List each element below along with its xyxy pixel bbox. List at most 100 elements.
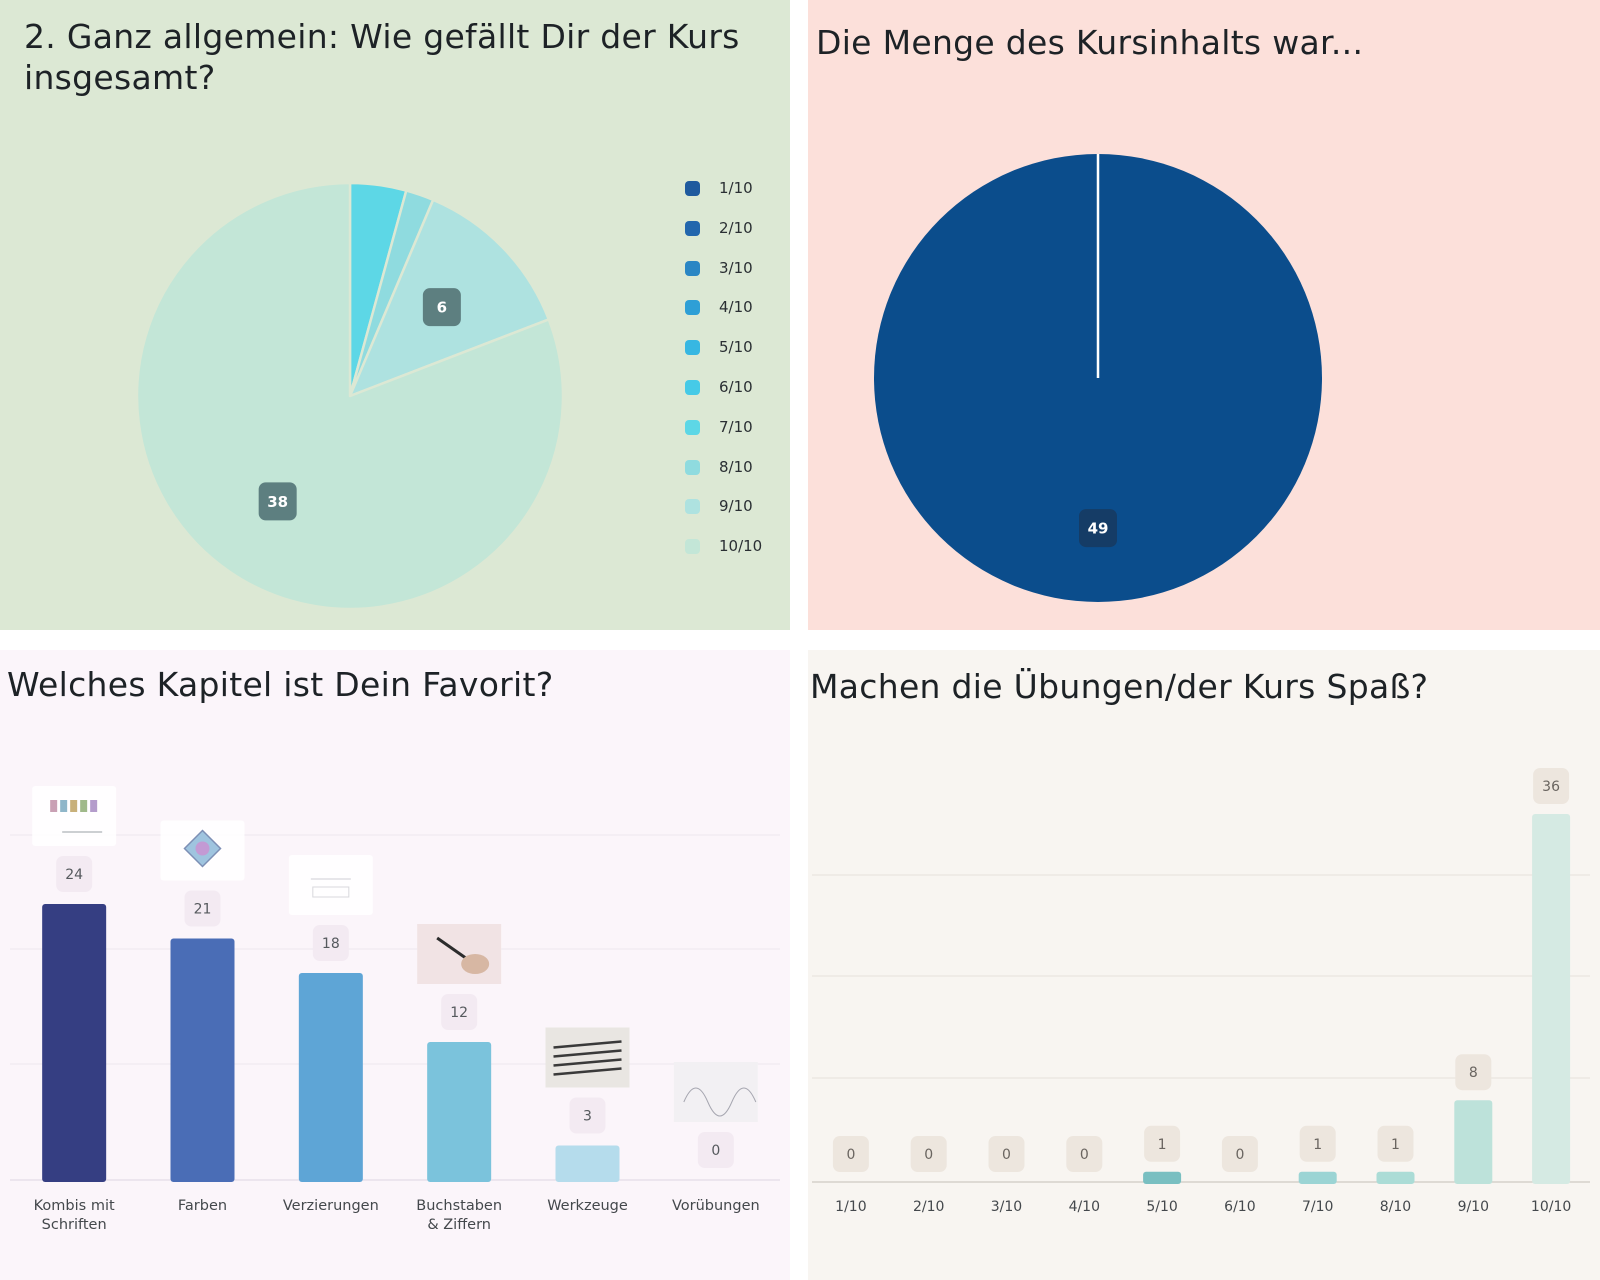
fun-rating-category-label: 5/10 bbox=[1146, 1199, 1177, 1215]
favorite-chapter-bar-chart: 24 Kombis mit Schriften 21 Farben 18 Verzierun… bbox=[10, 786, 780, 1233]
fun-rating-bar-9-10[interactable] bbox=[1454, 1100, 1493, 1184]
favorite-chapter-category-label: Vorübungen bbox=[672, 1198, 760, 1214]
svg-text:21: 21 bbox=[194, 902, 212, 918]
fun-rating-panel: Machen die Übungen/der Kurs Spaß? 0 1/10 0… bbox=[808, 650, 1600, 1280]
fun-rating-value-label: 1 bbox=[1144, 1125, 1181, 1162]
fun-rating-category-label: 9/10 bbox=[1458, 1199, 1489, 1215]
writing-hand-thumbnail bbox=[417, 924, 502, 984]
fun-rating-bar-10-10[interactable] bbox=[1532, 814, 1571, 1184]
overall-rating-legend-label: 5/10 bbox=[719, 338, 753, 357]
favorite-chapter-bar-verzierungen[interactable] bbox=[298, 973, 363, 1182]
overall-rating-legend-label: 7/10 bbox=[719, 417, 753, 436]
fun-rating-value-label: 0 bbox=[910, 1136, 947, 1172]
content-amount-title: Die Menge des Kursinhalts war... bbox=[816, 23, 1364, 62]
svg-text:49: 49 bbox=[1088, 520, 1109, 538]
swirl-exercises-thumbnail bbox=[673, 1062, 758, 1122]
pens-tools-thumbnail bbox=[545, 1027, 630, 1088]
favorite-chapter-category-label: Buchstaben & Ziffern bbox=[416, 1198, 502, 1233]
flower-ornament-thumbnail bbox=[160, 820, 245, 881]
fun-rating-bar-7-10[interactable] bbox=[1298, 1171, 1337, 1184]
overall-rating-legend-label: 6/10 bbox=[719, 378, 753, 396]
overall-rating-legend-swatch bbox=[685, 220, 700, 236]
fun-rating-title: Machen die Übungen/der Kurs Spaß? bbox=[810, 667, 1429, 706]
svg-text:0: 0 bbox=[1002, 1147, 1011, 1163]
overall-rating-legend: 1/10 2/10 3/10 4/10 5/10 6/10 7/10 8/10 9/10 10/1… bbox=[685, 178, 785, 558]
lettering-sample-thumbnail bbox=[288, 855, 373, 915]
overall-rating-legend-label: 10/10 bbox=[719, 537, 763, 556]
fun-rating-category-label: 4/10 bbox=[1069, 1199, 1100, 1215]
fun-rating-category-label: 3/10 bbox=[991, 1199, 1022, 1215]
svg-text:12: 12 bbox=[450, 1005, 468, 1021]
overall-rating-panel: 2. Ganz allgemein: Wie gefällt Dir der K… bbox=[0, 0, 790, 630]
fun-rating-value-label: 0 bbox=[832, 1136, 869, 1172]
svg-text:3: 3 bbox=[583, 1109, 592, 1125]
svg-text:18: 18 bbox=[322, 936, 340, 952]
fun-rating-category-label: 1/10 bbox=[835, 1199, 866, 1215]
content-amount-data-label: 49 bbox=[1079, 509, 1117, 548]
svg-text:0: 0 bbox=[846, 1147, 855, 1163]
overall-rating-legend-swatch bbox=[685, 419, 700, 435]
fun-rating-category-label: 6/10 bbox=[1224, 1199, 1255, 1215]
overall-rating-data-label: 6 bbox=[422, 288, 461, 327]
fun-rating-bar-8-10[interactable] bbox=[1376, 1171, 1415, 1184]
svg-text:1: 1 bbox=[1391, 1137, 1400, 1153]
overall-rating-legend-swatch bbox=[685, 300, 700, 316]
favorite-chapter-bar-kombis-mit-schriften[interactable] bbox=[42, 904, 107, 1182]
content-amount-pie-chart: 49 bbox=[874, 154, 1322, 602]
svg-text:0: 0 bbox=[1080, 1147, 1089, 1163]
fun-rating-value-label: 0 bbox=[988, 1136, 1025, 1172]
favorite-chapter-bar-werkzeuge[interactable] bbox=[555, 1145, 620, 1183]
fun-rating-category-label: 2/10 bbox=[913, 1199, 944, 1215]
svg-text:24: 24 bbox=[65, 867, 83, 883]
overall-rating-legend-label: 3/10 bbox=[719, 258, 753, 277]
fun-rating-category-label: 7/10 bbox=[1302, 1199, 1333, 1215]
favorite-chapter-category-label: Verzierungen bbox=[283, 1198, 379, 1214]
svg-text:1: 1 bbox=[1158, 1137, 1167, 1153]
favorite-chapter-value-label: 24 bbox=[56, 856, 93, 892]
overall-rating-legend-label: 4/10 bbox=[719, 298, 753, 317]
overall-rating-slice-10-10[interactable] bbox=[135, 181, 565, 611]
favorite-chapter-value-label: 18 bbox=[312, 925, 349, 961]
fun-rating-value-label: 36 bbox=[1533, 768, 1570, 804]
overall-rating-data-label: 38 bbox=[258, 482, 297, 521]
fun-rating-value-label: 8 bbox=[1455, 1054, 1492, 1091]
overall-rating-title: 2. Ganz allgemein: Wie gefällt Dir der K… bbox=[24, 17, 740, 97]
overall-rating-legend-label: 8/10 bbox=[719, 457, 753, 476]
overall-rating-legend-swatch bbox=[685, 499, 700, 515]
overall-rating-legend-label: 2/10 bbox=[719, 218, 753, 237]
favorite-chapter-panel: Welches Kapitel ist Dein Favorit? 24 Komb… bbox=[0, 650, 790, 1280]
overall-rating-legend-swatch bbox=[685, 340, 700, 356]
fun-rating-value-label: 1 bbox=[1299, 1125, 1336, 1162]
fun-rating-value-label: 0 bbox=[1066, 1136, 1103, 1172]
fun-rating-value-label: 0 bbox=[1221, 1136, 1258, 1172]
favorite-chapter-bar-buchstaben-ziffern[interactable] bbox=[427, 1042, 492, 1182]
fun-rating-category-label: 10/10 bbox=[1531, 1199, 1571, 1215]
favorite-chapter-value-label: 3 bbox=[569, 1097, 606, 1134]
overall-rating-legend-swatch bbox=[685, 181, 700, 196]
overall-rating-pie-chart: 6 38 bbox=[135, 181, 565, 611]
fun-rating-bar-chart: 0 1/10 0 2/10 0 3/10 0 4/10 1 5/10 0 6/10 1 7/10 1 8/10… bbox=[812, 768, 1590, 1215]
svg-text:0: 0 bbox=[711, 1143, 720, 1159]
favorite-chapter-bar-farben[interactable] bbox=[170, 938, 235, 1183]
overall-rating-legend-swatch bbox=[685, 539, 700, 555]
happy-lettering-thumbnail bbox=[32, 786, 117, 846]
fun-rating-bar-5-10[interactable] bbox=[1143, 1171, 1182, 1184]
overall-rating-legend-swatch bbox=[685, 380, 700, 395]
overall-rating-legend-label: 1/10 bbox=[719, 179, 753, 197]
content-amount-panel: Die Menge des Kursinhalts war... 49 ...g… bbox=[808, 0, 1600, 630]
favorite-chapter-category-label: Farben bbox=[178, 1198, 227, 1214]
favorite-chapter-value-label: 12 bbox=[441, 994, 478, 1030]
overall-rating-legend-label: 9/10 bbox=[719, 497, 753, 516]
favorite-chapter-value-label: 21 bbox=[184, 890, 221, 927]
overall-rating-legend-swatch bbox=[685, 260, 700, 276]
fun-rating-value-label: 1 bbox=[1377, 1125, 1414, 1162]
favorite-chapter-title: Welches Kapitel ist Dein Favorit? bbox=[7, 665, 554, 704]
favorite-chapter-category-label: Werkzeuge bbox=[547, 1198, 628, 1214]
svg-text:6: 6 bbox=[437, 299, 447, 317]
overall-rating-legend-swatch bbox=[685, 459, 700, 475]
svg-text:0: 0 bbox=[924, 1147, 933, 1163]
favorite-chapter-category-label: Kombis mit Schriften bbox=[34, 1198, 115, 1233]
favorite-chapter-value-label: 0 bbox=[697, 1132, 734, 1168]
svg-text:8: 8 bbox=[1469, 1065, 1478, 1081]
svg-text:0: 0 bbox=[1235, 1147, 1244, 1163]
